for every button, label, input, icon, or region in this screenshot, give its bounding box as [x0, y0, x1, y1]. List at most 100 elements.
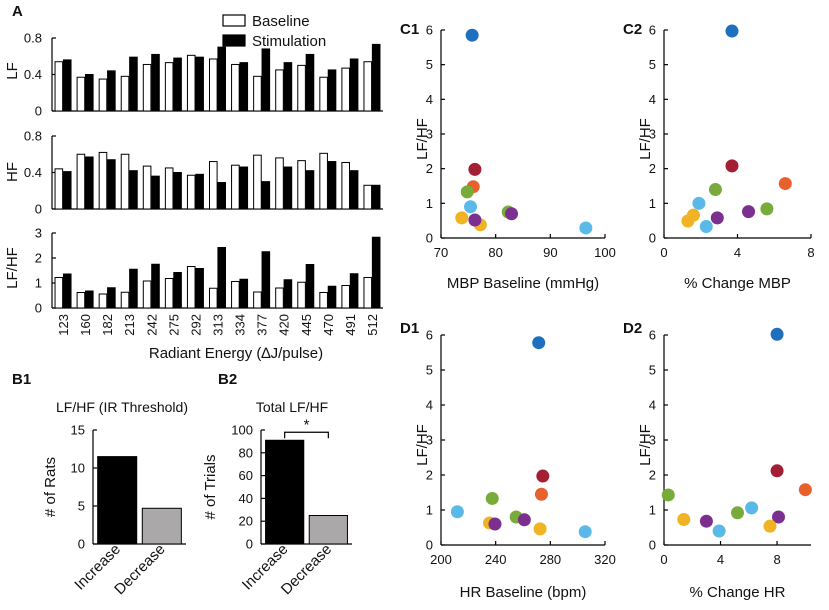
scatter-point [517, 513, 531, 527]
bar-baseline [275, 157, 284, 210]
y-axis-label: LF/HF [637, 424, 654, 466]
bar-stimulation [239, 278, 249, 309]
bar-baseline [76, 76, 86, 112]
bar-baseline [164, 278, 174, 309]
bar-baseline [164, 167, 174, 210]
scatter-point [485, 491, 499, 505]
y-tick-label: 6 [649, 23, 656, 38]
bar-baseline [209, 58, 218, 112]
scatter-point [778, 177, 792, 191]
y-tick-label: 0 [246, 537, 253, 552]
scatter-point [731, 506, 744, 520]
y-tick-label: 0.8 [24, 129, 42, 144]
y-tick-label: 10 [71, 461, 85, 476]
subplot-lf: 0 0.4 0.8 LF [4, 31, 383, 119]
panel-label-c1: C1 [400, 21, 419, 38]
scatter-point [745, 501, 759, 515]
bar-stimulation [305, 170, 315, 210]
bar-stimulation [62, 59, 72, 112]
bar-baseline [186, 266, 196, 309]
bar-baseline [297, 160, 306, 210]
bar-baseline [319, 152, 328, 210]
bar-stimulation [217, 247, 226, 309]
scatter-point [771, 510, 785, 524]
panel-label-d1: D1 [400, 320, 419, 337]
y-tick-label: 80 [239, 445, 253, 460]
bar-baseline [209, 161, 218, 210]
x-tick-label: 512 [365, 314, 380, 336]
bar-stimulation [371, 43, 381, 112]
x-tick-label: 4 [717, 552, 724, 567]
y-tick-label: 5 [649, 363, 656, 378]
x-axis-label: HR Baseline (bpm) [460, 584, 587, 601]
bar-baseline [54, 61, 64, 112]
y-tick-label: 0 [649, 538, 656, 553]
y-tick-label: 6 [649, 328, 656, 343]
panel-c1: C1 0 1 2 3 4 5 6 70 80 90 100 LF/HF MBP Baseline (mm… [400, 21, 616, 292]
y-tick-label: 0.8 [24, 31, 42, 46]
bar-baseline [231, 63, 240, 112]
bar-stimulation [283, 279, 293, 309]
legend-label-stimulation: Stimulation [252, 33, 326, 50]
bar-baseline [319, 292, 328, 309]
y-tick-label: 0 [426, 538, 433, 553]
scatter-point [505, 207, 519, 221]
bar-baseline [186, 54, 196, 112]
y-tick-label: 5 [426, 363, 433, 378]
scatter-point [465, 28, 479, 42]
scatter-point [450, 505, 464, 519]
bar-stimulation [349, 170, 359, 210]
y-tick-label: 100 [231, 423, 253, 438]
scatter-point [533, 522, 547, 536]
bar-baseline [76, 153, 86, 210]
panel-label-d2: D2 [623, 320, 642, 337]
x-tick-label: 8 [773, 552, 780, 567]
y-tick-label: 40 [239, 491, 253, 506]
bar-stimulation [349, 273, 359, 309]
y-tick-label: 1 [426, 503, 433, 518]
x-axis-label: % Change HR [690, 584, 786, 601]
legend-a: Baseline Stimulation [222, 13, 326, 50]
x-tick-label: 242 [144, 314, 159, 336]
scatter-point [692, 196, 706, 210]
y-tick-label: 20 [239, 514, 253, 529]
bar-baseline [231, 164, 240, 210]
y-tick-label: 2 [649, 468, 656, 483]
scatter-point [770, 464, 784, 478]
bar-stimulation [151, 263, 160, 309]
scatter-point [710, 211, 724, 225]
x-axis-label: MBP Baseline (mmHg) [447, 275, 599, 292]
bar-stimulation [62, 273, 72, 309]
y-tick-label: 6 [426, 328, 433, 343]
y-tick-label: 6 [426, 23, 433, 38]
bar-baseline [363, 61, 373, 112]
y-tick-label: 3 [649, 433, 656, 448]
scatter-point [763, 519, 777, 533]
bar-baseline [341, 67, 350, 112]
y-tick-label: 4 [649, 398, 656, 413]
x-tick-label: 160 [78, 314, 93, 336]
x-tick-label: 320 [594, 552, 616, 567]
bar-baseline [142, 280, 152, 309]
x-tick-label: 80 [488, 245, 502, 260]
y-axis-label: LF/HF [414, 424, 431, 466]
y-tick-label: 0 [78, 537, 85, 552]
scatter-point [699, 220, 713, 234]
bar-baseline [297, 281, 306, 309]
panel-label-a: A [12, 3, 23, 20]
chart-title-b1: LF/HF (IR Threshold) [56, 399, 188, 415]
y-axis-label: LF/HF [414, 118, 431, 160]
scatter-point [534, 487, 548, 501]
panel-d2: D2 0 1 2 3 4 5 6 0 4 8 LF/HF % Change HR [623, 320, 812, 601]
bar-stimulation [107, 70, 116, 112]
x-tick-label: 334 [233, 314, 248, 336]
scatter-point [760, 202, 774, 216]
bar-stimulation [327, 161, 337, 210]
scatter-point [488, 517, 502, 531]
y-tick-label: 2 [426, 468, 433, 483]
bar-stimulation [217, 46, 226, 112]
y-tick-label: 4 [426, 398, 433, 413]
y-axis-label: # of Rats [42, 457, 59, 517]
scatter-point [725, 159, 739, 173]
